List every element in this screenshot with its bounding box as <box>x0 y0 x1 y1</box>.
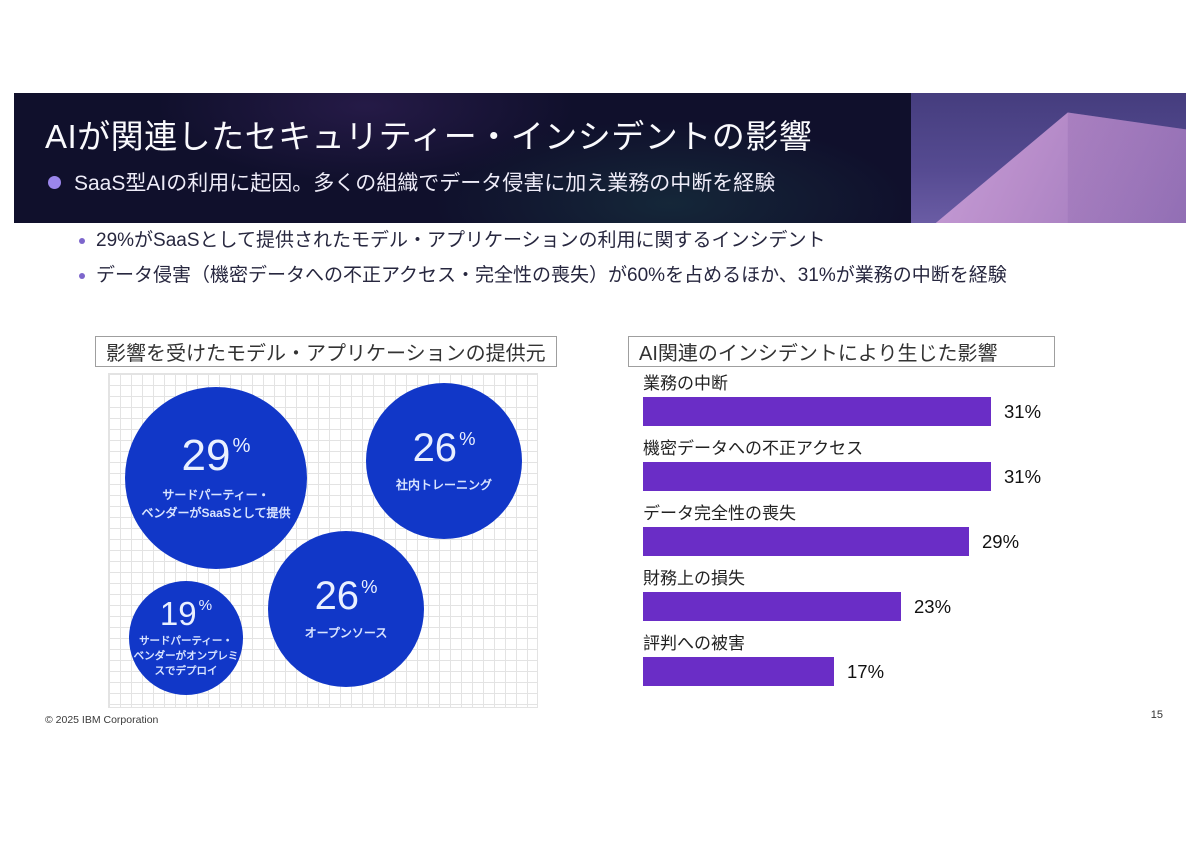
bubble-label-line: ベンダーがオンプレミ <box>133 649 239 662</box>
bubble-label-line: スでデプロイ <box>154 665 218 678</box>
header-abstract-art <box>911 93 1186 223</box>
bar-value-label: 31% <box>1004 465 1042 487</box>
bar-value-label: 29% <box>982 530 1020 552</box>
bar-row: 機密データへの不正アクセス 31% <box>643 439 1083 491</box>
bar-chart-title: AI関連のインシデントにより生じた影響 <box>628 336 1055 367</box>
bubble-value-unit: % <box>459 427 476 449</box>
bar-row: 財務上の損失 23% <box>643 569 1083 621</box>
bar-segment <box>643 592 901 621</box>
bubble-internal-training: 26% 社内トレーニング <box>366 383 522 539</box>
bar-row: データ完全性の喪失 29% <box>643 504 1083 556</box>
pyramid-ridge-graphic <box>1067 112 1186 223</box>
bubble-value-number: 19 <box>159 594 197 632</box>
bubble-label-line: サードパーティー・ <box>162 488 270 502</box>
bubble-value-unit: % <box>361 575 378 597</box>
bubble-value: 19% <box>160 597 212 630</box>
bullet-text: 29%がSaaSとして提供されたモデル・アプリケーションの利用に関するインシデン… <box>96 230 826 251</box>
slide-subtitle: SaaS型AIの利用に起因。多くの組織でデータ侵害に加え業務の中断を経験 <box>74 172 776 195</box>
bar-line: 29% <box>643 527 1083 556</box>
bubble-saas-vendor: 29% サードパーティー・ ベンダーがSaaSとして提供 <box>125 387 307 569</box>
bubble-label: サードパーティー・ ベンダーがSaaSとして提供 <box>142 486 291 522</box>
slide-subtitle-row: SaaS型AIの利用に起因。多くの組織でデータ侵害に加え業務の中断を経験 <box>48 167 775 197</box>
bar-row: 評判への被害 17% <box>643 634 1083 686</box>
bubble-value-unit: % <box>198 597 213 615</box>
bar-value-label: 23% <box>914 595 952 617</box>
bubble-label-line: 社内トレーニング <box>395 478 492 492</box>
bullet-dot-icon <box>79 272 85 279</box>
bubble-label-line: オープンソース <box>304 626 388 640</box>
bar-line: 31% <box>643 397 1083 426</box>
body-bullet-list: 29%がSaaSとして提供されたモデル・アプリケーションの利用に関するインシデン… <box>79 229 1007 298</box>
bubble-value-unit: % <box>232 435 251 458</box>
bubble-label-line: ベンダーがSaaSとして提供 <box>141 506 291 520</box>
bubble-value-number: 26 <box>412 426 458 470</box>
bubble-label: サードパーティー・ ベンダーがオンプレミ スでデプロイ <box>134 634 239 680</box>
bubble-chart-title: 影響を受けたモデル・アプリケーションの提供元 <box>95 336 557 367</box>
bullet-text: データ侵害（機密データへの不正アクセス・完全性の喪失）が60%を占めるほか、31… <box>96 264 1007 286</box>
bubble-onprem-vendor: 19% サードパーティー・ ベンダーがオンプレミ スでデプロイ <box>129 581 243 695</box>
bar-value-label: 17% <box>847 660 885 682</box>
bar-row: 業務の中断 31% <box>643 374 1083 426</box>
bubble-value: 26% <box>413 428 476 468</box>
page-number: 15 <box>1150 709 1163 721</box>
bar-segment <box>643 527 969 556</box>
bar-line: 17% <box>643 657 1083 686</box>
bar-category-label: 財務上の損失 <box>643 569 745 588</box>
bar-line: 23% <box>643 592 1083 621</box>
bubble-value-number: 29 <box>181 431 231 480</box>
bar-chart-area: 業務の中断 31% 機密データへの不正アクセス 31% データ完全性の喪失 29… <box>643 374 1083 699</box>
slide-title: AIが関連したセキュリティー・インシデントの影響 <box>45 118 813 155</box>
bar-segment <box>643 397 991 426</box>
bubble-value-number: 26 <box>314 574 360 618</box>
bar-line: 31% <box>643 462 1083 491</box>
bubble-label: 社内トレーニング <box>396 476 492 494</box>
bar-category-label: 業務の中断 <box>643 374 728 393</box>
bar-category-label: 機密データへの不正アクセス <box>643 439 864 458</box>
bullet-dot-icon <box>79 238 85 244</box>
bubble-value: 26% <box>315 576 378 616</box>
bubble-value: 29% <box>182 434 251 478</box>
bubble-label-line: サードパーティー・ <box>139 634 233 647</box>
bubble-chart-area: 29% サードパーティー・ ベンダーがSaaSとして提供 26% 社内トレーニン… <box>108 373 538 708</box>
bar-category-label: データ完全性の喪失 <box>643 504 796 523</box>
bar-segment <box>643 462 991 491</box>
bubble-open-source: 26% オープンソース <box>268 531 424 687</box>
bar-segment <box>643 657 834 686</box>
bullet-item: データ侵害（機密データへの不正アクセス・完全性の喪失）が60%を占めるほか、31… <box>79 264 1007 289</box>
bar-value-label: 31% <box>1004 400 1042 422</box>
bullet-item: 29%がSaaSとして提供されたモデル・アプリケーションの利用に関するインシデン… <box>79 229 1007 254</box>
bubble-label: オープンソース <box>305 624 388 642</box>
bar-category-label: 評判への被害 <box>643 634 745 653</box>
header-banner: AIが関連したセキュリティー・インシデントの影響 SaaS型AIの利用に起因。多… <box>14 93 1186 223</box>
copyright-text: © 2025 IBM Corporation <box>45 714 159 726</box>
subtitle-bullet-dot <box>48 175 61 189</box>
